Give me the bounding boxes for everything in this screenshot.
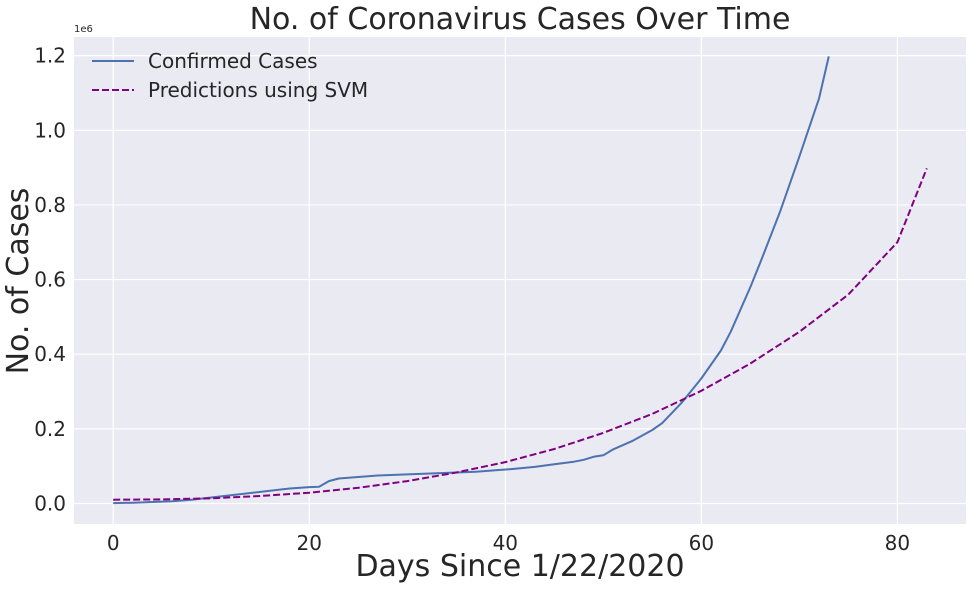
y-axis-label: No. of Cases	[1, 188, 36, 375]
y-tick-label: 1.2	[34, 44, 66, 68]
x-tick-label: 40	[493, 531, 518, 555]
tick-labels: 0 20 40 60 80 0.0 0.2 0.4 0.6 0.8 1.0 1.2	[34, 44, 910, 555]
legend-label-confirmed: Confirmed Cases	[148, 49, 318, 73]
x-tick-label: 20	[297, 531, 322, 555]
y-tick-label: 0.4	[34, 342, 66, 366]
x-tick-label: 80	[885, 531, 910, 555]
legend: Confirmed Cases Predictions using SVM	[92, 49, 368, 102]
plot-area	[74, 37, 966, 524]
x-axis-label: Days Since 1/22/2020	[355, 549, 684, 584]
y-offset-label: 1e6	[74, 24, 93, 35]
series-lines	[113, 56, 928, 505]
y-tick-label: 0.8	[34, 193, 66, 217]
y-tick-label: 0.6	[34, 268, 66, 292]
y-tick-label: 0.2	[34, 417, 66, 441]
y-tick-label: 1.0	[34, 118, 66, 142]
y-tick-label: 0.0	[34, 491, 66, 515]
series-line-confirmed	[113, 56, 830, 505]
grid	[74, 37, 966, 524]
x-tick-label: 0	[107, 531, 120, 555]
legend-label-svm: Predictions using SVM	[148, 78, 368, 102]
chart-title: No. of Coronavirus Cases Over Time	[250, 2, 791, 37]
x-tick-label: 60	[689, 531, 714, 555]
series-line-svm	[113, 168, 928, 501]
